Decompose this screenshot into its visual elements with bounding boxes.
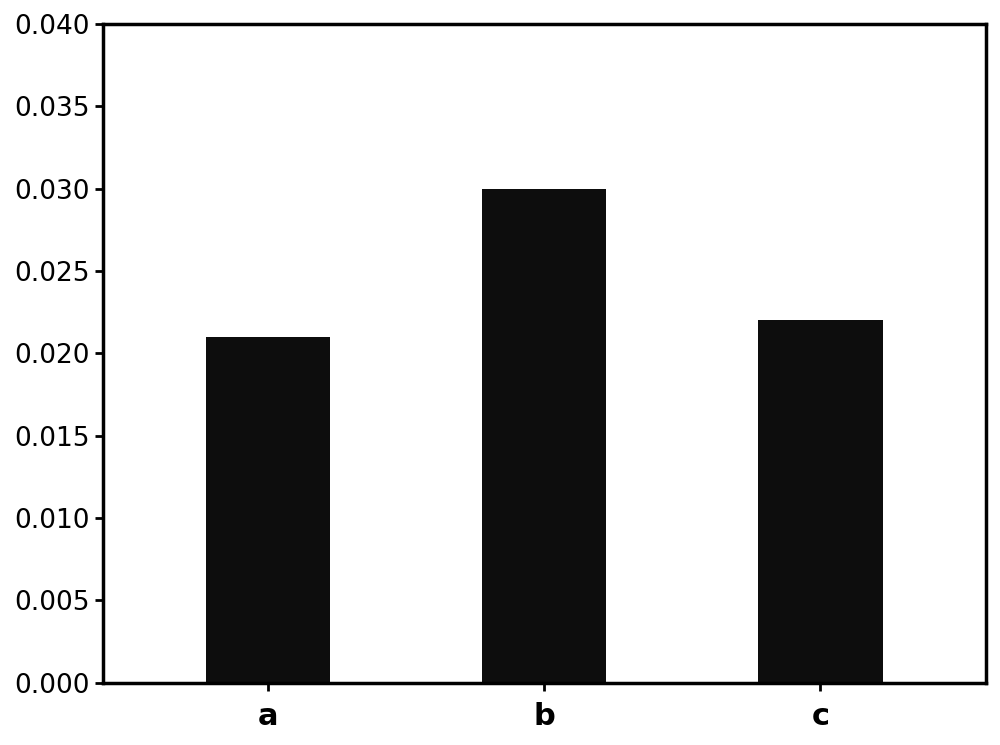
Bar: [482, 188, 606, 682]
Bar: [758, 320, 883, 682]
Bar: [206, 337, 330, 682]
